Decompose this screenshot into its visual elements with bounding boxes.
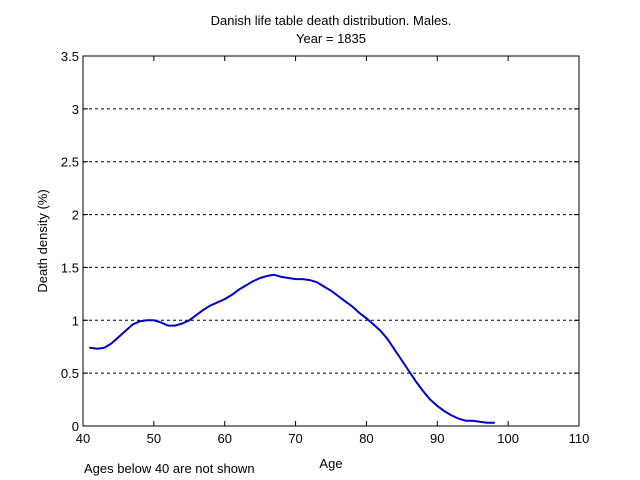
chart-title-line-2: Year = 1835	[296, 31, 366, 46]
x-tick-label: 50	[147, 431, 161, 446]
y-tick-label: 1	[72, 313, 79, 328]
x-tick-label: 70	[288, 431, 302, 446]
y-tick-label: 3.5	[61, 49, 79, 64]
y-tick-label: 0.5	[61, 366, 79, 381]
x-tick-label: 90	[430, 431, 444, 446]
x-tick-label: 110	[569, 431, 590, 446]
x-tick-label: 60	[217, 431, 231, 446]
x-tick-label: 40	[76, 431, 90, 446]
axis-ticks: 0 0.5 1 1.5 2 2.5 3 3.5 40 50 60 70 80 90 100 110	[61, 49, 589, 446]
plot-area	[83, 56, 579, 426]
series-layer	[89, 273, 495, 424]
y-tick-label: 2	[72, 208, 79, 223]
footnote: Ages below 40 are not shown	[84, 461, 255, 476]
chart-title-line-1: Danish life table death distribution. Ma…	[211, 13, 452, 28]
y-axis-label: Death density (%)	[35, 189, 50, 292]
y-tick-label: 2.5	[61, 155, 79, 170]
death-density-line	[89, 273, 495, 424]
grid-lines	[83, 108, 579, 374]
x-axis-label: Age	[319, 456, 342, 471]
y-tick-label: 3	[72, 102, 79, 117]
x-tick-label: 80	[359, 431, 373, 446]
y-tick-label: 0	[72, 419, 79, 434]
plot-frame	[82, 55, 580, 427]
y-tick-label: 1.5	[61, 260, 79, 275]
x-tick-label: 100	[497, 431, 519, 446]
